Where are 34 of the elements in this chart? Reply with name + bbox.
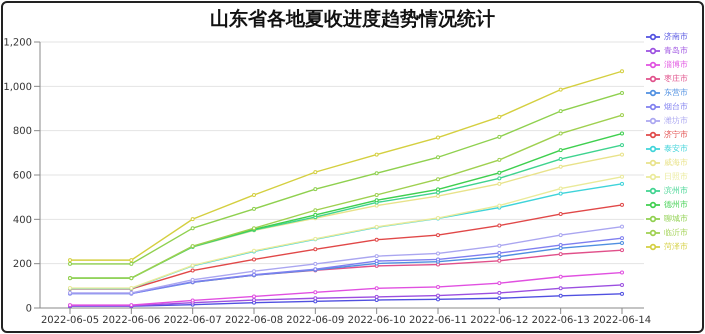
legend-label: 潍坊市 bbox=[664, 116, 688, 126]
legend-label: 临沂市 bbox=[664, 228, 688, 238]
y-tick-label: 0 bbox=[26, 304, 32, 315]
legend-label: 威海市 bbox=[664, 158, 688, 168]
legend-label: 淄博市 bbox=[664, 60, 688, 70]
legend-label: 日照市 bbox=[664, 172, 688, 182]
legend-label: 聊城市 bbox=[664, 214, 688, 224]
y-tick-label: 800 bbox=[12, 126, 32, 138]
x-tick-label: 2022-06-11 bbox=[408, 315, 468, 326]
chart-title: 山东省各地夏收进度趋势情况统计 bbox=[209, 7, 496, 32]
legend-label: 德州市 bbox=[664, 200, 688, 210]
legend-label: 济宁市 bbox=[664, 130, 688, 140]
y-tick-label: 200 bbox=[12, 259, 32, 270]
legend-label: 枣庄市 bbox=[664, 74, 688, 84]
y-tick-label: 1,200 bbox=[3, 38, 32, 49]
legend-label: 东营市 bbox=[664, 88, 688, 98]
y-tick-label: 600 bbox=[12, 170, 32, 182]
x-tick-label: 2022-06-08 bbox=[224, 315, 284, 326]
x-tick-label: 2022-06-12 bbox=[470, 315, 528, 326]
x-tick-label: 2022-06-05 bbox=[40, 315, 100, 326]
legend-label: 济南市 bbox=[664, 32, 688, 42]
legend-label: 泰安市 bbox=[664, 144, 688, 154]
legend-label: 烟台市 bbox=[664, 102, 688, 112]
x-tick-label: 2022-06-14 bbox=[592, 315, 652, 326]
legend-label: 青岛市 bbox=[664, 46, 688, 56]
y-tick-label: 400 bbox=[12, 214, 32, 226]
x-tick-label: 2022-06-10 bbox=[348, 315, 406, 326]
x-tick-label: 2022-06-09 bbox=[286, 315, 344, 326]
y-tick-label: 1,000 bbox=[3, 82, 32, 93]
x-tick-label: 2022-06-07 bbox=[164, 315, 222, 326]
legend-label: 滨州市 bbox=[664, 186, 688, 196]
legend-label: 菏泽市 bbox=[664, 242, 688, 252]
x-tick-label: 2022-06-06 bbox=[102, 315, 160, 326]
x-tick-label: 2022-06-13 bbox=[532, 315, 590, 326]
